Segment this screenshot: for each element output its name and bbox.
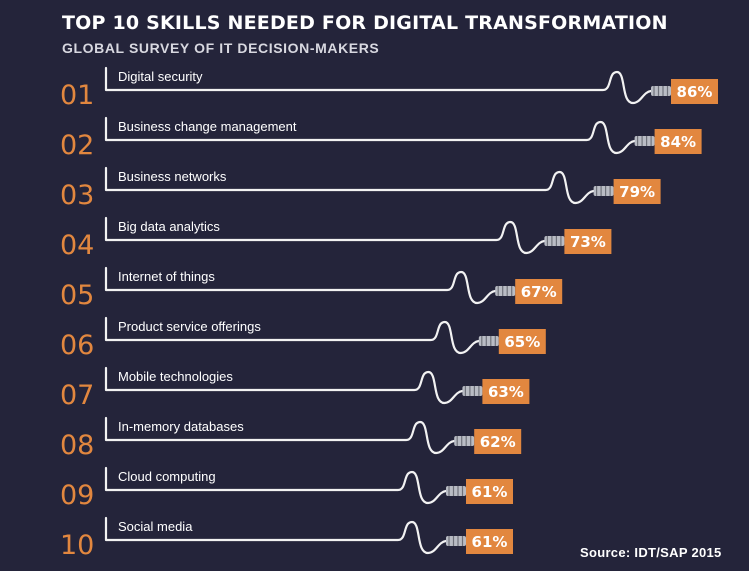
category-label: Cloud computing — [118, 469, 216, 484]
category-label: Internet of things — [118, 269, 215, 284]
source-note: Source: IDT/SAP 2015 — [580, 545, 722, 560]
plug-body — [651, 86, 671, 96]
cable-line — [104, 216, 546, 255]
cable-line — [104, 316, 480, 355]
value-label: 61% — [472, 533, 508, 551]
value-badge — [482, 379, 530, 404]
category-label: Business change management — [118, 119, 297, 134]
category-label: Big data analytics — [118, 219, 220, 234]
value-badge — [466, 529, 513, 554]
cable-line — [104, 466, 448, 505]
rank-number: 07 — [60, 380, 94, 411]
value-badge — [654, 129, 702, 154]
value-label: 62% — [480, 433, 516, 451]
plug-body — [446, 536, 466, 546]
value-badge — [466, 479, 513, 504]
value-label: 63% — [488, 383, 524, 401]
cable-line — [104, 166, 595, 205]
plug-body — [634, 136, 655, 146]
plug-body — [478, 336, 499, 346]
category-label: Social media — [118, 519, 193, 534]
category-label: Business networks — [118, 169, 227, 184]
plug-body — [593, 186, 614, 196]
chart-title: TOP 10 SKILLS NEEDED FOR DIGITAL TRANSFO… — [62, 12, 668, 34]
category-label: Mobile technologies — [118, 369, 233, 384]
rank-number: 09 — [60, 480, 94, 511]
rank-number: 02 — [60, 130, 94, 161]
value-badge — [671, 79, 718, 104]
value-label: 84% — [660, 133, 696, 151]
plug-body — [446, 486, 466, 496]
cable-line — [104, 66, 653, 105]
cable-line — [104, 416, 456, 455]
value-badge — [474, 429, 522, 454]
rank-number: 06 — [60, 330, 94, 361]
plug-body — [454, 436, 475, 446]
category-label: In-memory databases — [118, 419, 244, 434]
value-label: 79% — [619, 183, 655, 201]
rank-number: 04 — [60, 230, 94, 261]
value-label: 86% — [677, 83, 713, 101]
value-label: 73% — [570, 233, 606, 251]
rank-number: 05 — [60, 280, 94, 311]
plug-body — [544, 236, 565, 246]
cable-line — [104, 366, 464, 405]
value-badge — [515, 279, 563, 304]
cable-line — [104, 116, 636, 155]
chart-subtitle: GLOBAL SURVEY OF IT DECISION-MAKERS — [62, 40, 380, 56]
rank-number: 08 — [60, 430, 94, 461]
category-label: Digital security — [118, 69, 203, 84]
rank-number: 10 — [60, 530, 94, 561]
value-label: 65% — [504, 333, 540, 351]
value-badge — [564, 229, 612, 254]
value-label: 61% — [472, 483, 508, 501]
cable-line — [104, 266, 497, 305]
rank-number: 01 — [60, 80, 94, 111]
value-badge — [613, 179, 661, 204]
plug-body — [495, 286, 516, 296]
value-badge — [498, 329, 546, 354]
cable-line — [104, 516, 448, 555]
rank-number: 03 — [60, 180, 94, 211]
plug-body — [462, 386, 483, 396]
value-label: 67% — [521, 283, 557, 301]
category-label: Product service offerings — [118, 319, 261, 334]
